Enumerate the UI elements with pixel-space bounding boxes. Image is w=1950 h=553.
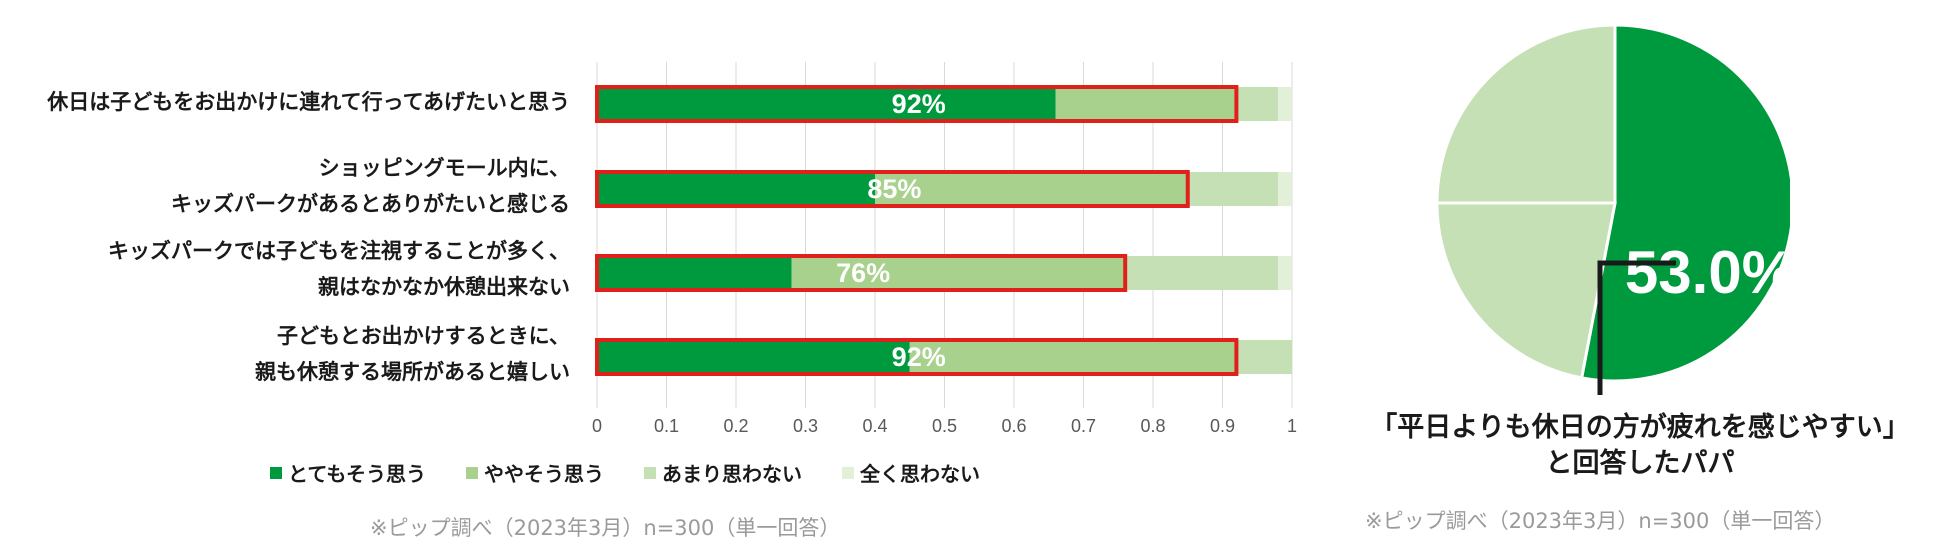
bar-segment (1055, 87, 1237, 121)
x-tick-label: 1 (1287, 416, 1297, 436)
bar-segment (1236, 340, 1292, 374)
bar-segment (875, 172, 1188, 206)
legend-label: あまり思わない (662, 462, 802, 486)
legend-swatch (842, 466, 854, 479)
legend-item-1: とてもそう思う (270, 458, 426, 487)
legend-label: とてもそう思う (288, 462, 426, 486)
pie-source-note: ※ピップ調べ（2023年3月）n=300（単一回答） (1365, 509, 1836, 533)
bar-segment (597, 256, 792, 290)
category-label-4: 子どもとお出かけするときに、 親も休憩する場所があると嬉しい (255, 324, 570, 384)
bar-source-note: ※ピップ調べ（2023年3月）n=300（単一回答） (370, 516, 841, 540)
bar-segment (1125, 256, 1279, 290)
stacked-bar-chart: 0 0.1 0.2 0.3 0.4 0.5 0.6 0.7 0.8 0.9 1 92% 85% 76% 92… (592, 62, 1297, 436)
x-tick-label: 0.3 (793, 416, 818, 436)
bar-segment (1278, 256, 1292, 290)
pie-slice (1579, 23, 1790, 383)
legend-label: ややそう思う (484, 462, 604, 486)
x-tick-label: 0.7 (1071, 416, 1096, 436)
pie-caption: 「平日よりも休日の方が疲れを感じやすい」 と回答したパパ (1370, 412, 1910, 479)
data-label: 85% (867, 174, 921, 204)
x-tick-label: 0 (592, 416, 602, 436)
pie-chart: 53.0% (1435, 23, 1790, 395)
legend-item-4: 全く思わない (842, 458, 980, 487)
legend-swatch (644, 466, 656, 479)
data-label: 92% (892, 342, 946, 372)
bar-segment (1278, 172, 1292, 206)
legend-swatch (466, 466, 478, 479)
highlight-outline (595, 85, 1239, 123)
x-tick-label: 0.5 (932, 416, 957, 436)
bar-segment (1236, 87, 1279, 121)
bar-segment (1187, 172, 1279, 206)
pie-value-label: 53.0% (1625, 239, 1790, 306)
bar-segment (597, 87, 1056, 121)
data-label: 92% (892, 89, 946, 119)
bar-segment (1278, 87, 1292, 121)
pie-slice (1435, 201, 1617, 380)
chart-legend: とてもそう思う ややそう思う あまり思わない 全く思わない (270, 458, 980, 487)
bar-segment (909, 340, 1237, 374)
bar-segment (791, 256, 1126, 290)
bar-segment (597, 340, 910, 374)
category-label-3: キッズパークでは子どもを注視することが多く、 親はなかなか休憩出来ない (108, 239, 570, 299)
x-tick-label: 0.8 (1140, 416, 1165, 436)
callout-line (1597, 260, 1676, 395)
x-tick-label: 0.9 (1210, 416, 1235, 436)
bar-segment (597, 172, 875, 206)
legend-item-2: ややそう思う (466, 458, 604, 487)
data-label: 76% (836, 258, 890, 288)
legend-label: 全く思わない (860, 462, 980, 486)
legend-item-3: あまり思わない (644, 458, 802, 487)
category-label-2: ショッピングモール内に、 キッズパークがあるとありがたいと感じる (171, 156, 570, 216)
x-tick-label: 0.6 (1001, 416, 1026, 436)
legend-swatch (270, 466, 282, 479)
x-tick-label: 0.1 (654, 416, 679, 436)
x-tick-label: 0.4 (862, 416, 887, 436)
category-label-1: 休日は子どもをお出かけに連れて行ってあげたいと思う (47, 90, 570, 114)
pie-slice (1435, 23, 1617, 205)
x-tick-label: 0.2 (723, 416, 748, 436)
highlight-outline (595, 170, 1190, 208)
highlight-outline (595, 338, 1239, 376)
highlight-outline (595, 254, 1128, 292)
